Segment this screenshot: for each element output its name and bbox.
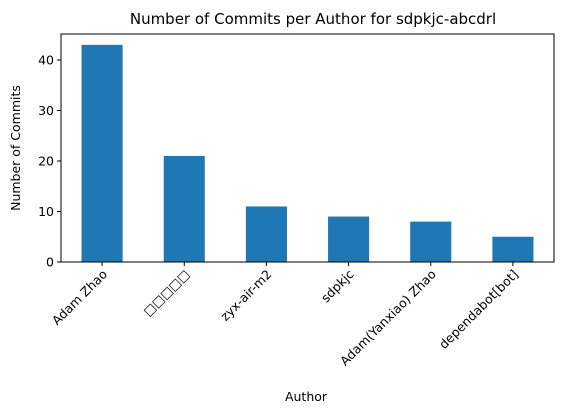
x-tick-label: Adam(Yanxiao) Zhao (337, 267, 439, 369)
bar (410, 221, 452, 262)
x-tick-label: Adam Zhao (49, 267, 110, 328)
chart-title: Number of Commits per Author for sdpkjc-… (130, 10, 496, 28)
y-tick-label: 40 (38, 53, 54, 68)
x-axis-label: Author (285, 389, 328, 404)
y-tick-label: 0 (46, 255, 54, 270)
y-tick-label: 30 (38, 103, 54, 118)
y-tick-label: 20 (38, 154, 54, 169)
x-tick-label: □□□□□ (140, 267, 192, 319)
bar (492, 236, 534, 262)
bar (163, 155, 205, 262)
bar (245, 206, 287, 262)
y-tick-label: 10 (38, 204, 54, 219)
y-axis-label: Number of Commits (8, 85, 23, 211)
x-tick-label: zyx-air-m2 (217, 267, 274, 324)
x-tick-label: sdpkjc (318, 266, 357, 305)
x-tick-label: dependabot[bot] (436, 267, 521, 352)
bar (328, 216, 370, 262)
bar (81, 44, 123, 262)
plot-area: 0 10 20 30 40 Adam Zhao □□□□□ zyx-air-m2 sdpkjcA… (38, 44, 534, 369)
plot-frame (60, 33, 555, 263)
